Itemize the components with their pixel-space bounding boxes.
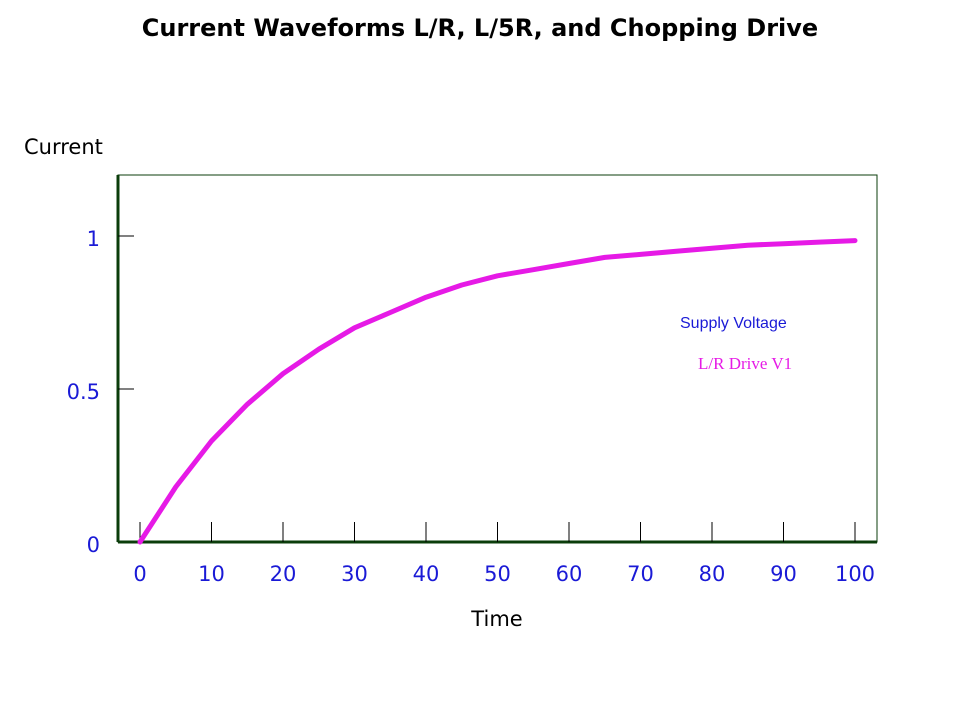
series-group [137,238,858,545]
x-tick-label: 20 [270,562,297,586]
x-axis-label: Time [470,607,522,631]
chart-title: Current Waveforms L/R, L/5R, and Choppin… [141,14,819,42]
x-tick-label: 50 [484,562,511,586]
y-tick-label: 1 [87,227,100,251]
series-line-lr-drive [137,238,858,545]
annotation-supply-voltage: Supply Voltage [680,315,787,332]
x-tick-label: 10 [198,562,225,586]
y-tick-label: 0.5 [67,380,100,404]
y-axis-label: Current [24,135,103,159]
annotation-lr-drive: L/R Drive V1 [698,354,792,373]
x-tick-label: 100 [835,562,875,586]
x-tick-label: 30 [341,562,368,586]
x-ticks: 0 10 20 30 40 50 60 70 80 90 100 [133,522,875,586]
x-tick-label: 80 [699,562,726,586]
y-tick-label: 0 [87,533,100,557]
x-tick-label: 0 [133,562,146,586]
x-tick-label: 60 [556,562,583,586]
y-ticks: 00.51 [67,227,134,557]
x-tick-label: 40 [413,562,440,586]
x-tick-label: 90 [770,562,797,586]
x-tick-label: 70 [627,562,654,586]
